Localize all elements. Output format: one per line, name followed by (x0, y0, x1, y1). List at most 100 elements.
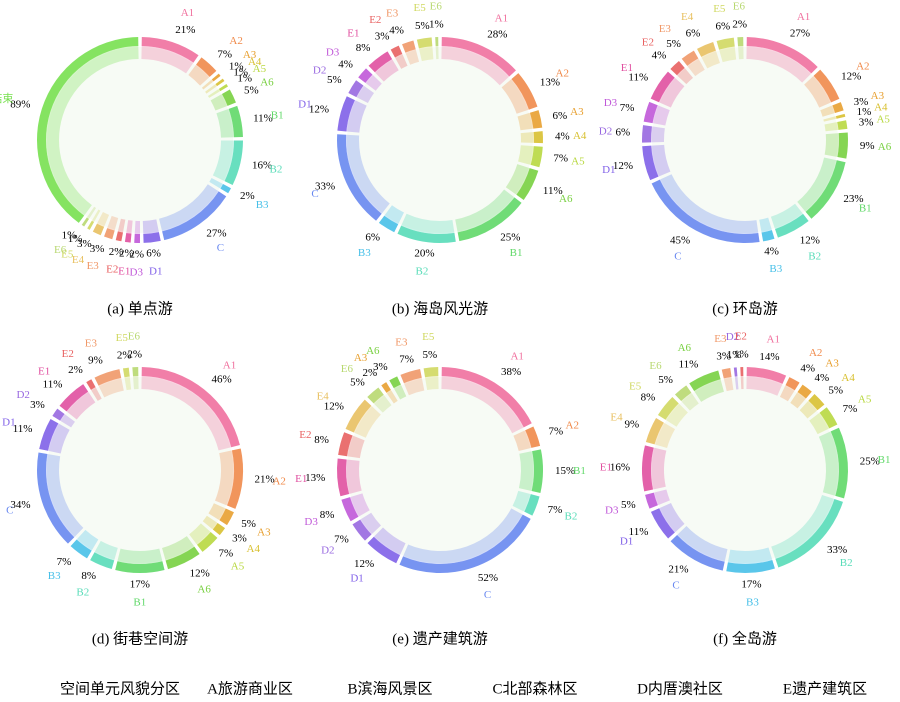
segment-arc (94, 369, 122, 386)
value-label: 12% (841, 70, 861, 82)
value-label: 28% (487, 29, 507, 41)
value-label: 5% (422, 349, 437, 361)
segment-arc (835, 113, 846, 119)
segment-arc (797, 384, 812, 399)
segment-label: C (672, 579, 679, 591)
segment-inner (405, 49, 420, 65)
segment-arc (337, 96, 355, 132)
value-label: 4% (555, 130, 570, 142)
segment-label: A3 (354, 352, 368, 364)
value-label: 5% (350, 377, 365, 389)
segment-inner (651, 144, 671, 177)
segment-arc (837, 132, 849, 159)
segment-arc (531, 449, 543, 493)
segment-arc (746, 367, 787, 384)
segment-inner (512, 490, 531, 512)
segment-inner (207, 88, 221, 98)
value-label: 5% (327, 74, 342, 86)
segment-inner (117, 548, 163, 564)
segment-inner (665, 403, 688, 427)
segment-arc (457, 197, 522, 242)
segment-arc (533, 131, 544, 144)
value-label: 2% (127, 349, 142, 361)
segment-inner (701, 50, 720, 69)
segment-inner (659, 174, 759, 234)
segment-arc (681, 50, 699, 66)
segment-label: D2 (599, 126, 612, 138)
value-label: 3% (373, 361, 388, 373)
segment-label: B3 (48, 570, 61, 582)
value-label: 7% (549, 426, 564, 438)
segment-inner (353, 405, 381, 438)
value-label: 2% (362, 367, 377, 379)
segment-inner (124, 376, 132, 391)
segment-inner (797, 157, 837, 212)
value-label: 9% (860, 140, 875, 152)
segment-arc (59, 384, 89, 412)
segment-label: A1 (495, 12, 508, 24)
segment-inner (94, 540, 118, 561)
segment-label: E4 (317, 391, 330, 403)
segment-inner (91, 209, 101, 223)
segment-arc (524, 494, 540, 516)
value-label: 8% (641, 392, 656, 404)
segment-inner (386, 389, 398, 404)
value-label: 6% (146, 248, 161, 260)
segment-inner (373, 527, 406, 556)
segment-arc (697, 42, 716, 57)
inner-disc (652, 377, 838, 563)
segment-label: E2 (369, 14, 381, 26)
segment-label: E2 (735, 331, 747, 343)
segment-inner (346, 100, 367, 133)
value-label: 21% (255, 474, 275, 486)
value-label: 7% (620, 102, 635, 114)
value-label: 1% (727, 349, 742, 361)
segment-inner (746, 376, 783, 396)
value-label: 2% (119, 248, 134, 260)
value-label: 33% (827, 544, 847, 556)
segment-label: A5 (571, 156, 585, 168)
segment-label: A3 (243, 49, 257, 61)
segment-arc (337, 134, 382, 221)
segment-arc (785, 377, 800, 391)
segment-arc (196, 57, 217, 77)
value-label: 4% (389, 24, 404, 36)
caption: (e) 遗产建筑游 (392, 630, 487, 647)
segment-arc (115, 561, 165, 573)
value-label: 25% (500, 231, 520, 243)
value-label: 5% (828, 384, 843, 396)
value-label: 8% (320, 509, 335, 521)
segment-arc (641, 125, 652, 143)
segment-label: E2 (299, 429, 311, 441)
value-label: 11% (43, 379, 63, 391)
segment-label: E4 (681, 11, 694, 23)
segment-label: A6 (678, 342, 692, 354)
segment-inner (505, 164, 530, 195)
segment-label: A6 (559, 193, 573, 205)
segment-arc (808, 393, 825, 411)
segment-label: E2 (106, 264, 118, 276)
value-label: 45% (670, 235, 690, 247)
segment-arc (775, 213, 809, 238)
value-label: 1% (734, 349, 749, 361)
segment-inner (824, 133, 839, 158)
segment-inner (141, 376, 232, 451)
segment-label: A4 (841, 372, 855, 384)
segment-label: A5 (253, 63, 267, 75)
segment-inner (141, 46, 194, 74)
segment-inner (418, 46, 434, 62)
segment-arc (399, 514, 531, 573)
segment-inner (759, 217, 772, 233)
segment-label: D2 (321, 545, 334, 557)
segment-label: A1 (767, 334, 780, 346)
segment-label: A2 (272, 475, 285, 487)
segment-label: A3 (570, 106, 584, 118)
value-label: 5% (241, 518, 256, 530)
segment-arc (165, 546, 200, 570)
legend-item: C北部森林区 (492, 680, 577, 697)
segment-inner (90, 387, 102, 401)
value-label: 4% (338, 58, 353, 70)
segment-inner (658, 77, 685, 108)
segment-label: B1 (271, 109, 284, 121)
segment-label: D2 (726, 331, 739, 343)
